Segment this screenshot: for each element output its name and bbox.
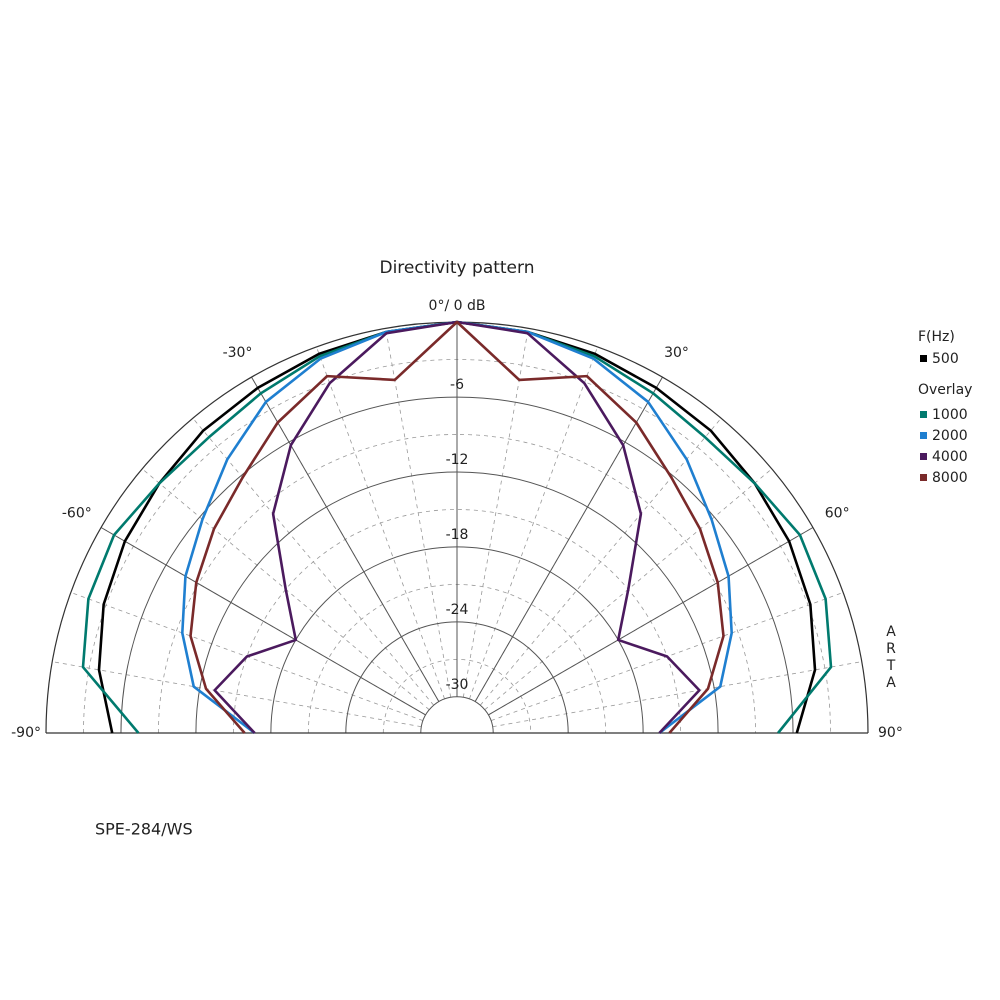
- legend-header: F(Hz): [918, 329, 955, 345]
- grid-spoke: [488, 527, 814, 716]
- grid-spoke-minor: [52, 661, 422, 728]
- legend-label: 1000: [932, 407, 968, 423]
- theta-tick-label: 60°: [825, 506, 850, 522]
- r-tick-label: -6: [450, 377, 464, 393]
- grid-spoke-minor: [462, 328, 529, 698]
- legend-swatch: [920, 432, 927, 439]
- grid-spoke: [474, 376, 663, 702]
- grid-spoke-minor: [385, 328, 452, 698]
- theta-tick-label: -90°: [11, 725, 41, 741]
- grid-spoke: [251, 376, 440, 702]
- grid-ring-minor: [158, 434, 756, 734]
- grid-ring: [420, 696, 494, 734]
- theta-tick-label: -60°: [62, 506, 92, 522]
- legend-swatch: [920, 453, 927, 460]
- legend-label: 8000: [932, 470, 968, 486]
- theta-tick-label: -30°: [223, 345, 253, 361]
- legend-header: Overlay: [918, 382, 972, 398]
- legend-swatch: [920, 355, 927, 362]
- theta-tick-label: 90°: [878, 725, 903, 741]
- r-tick-label: -18: [446, 527, 469, 543]
- r-tick-label: -12: [446, 452, 469, 468]
- grid-spoke-minor: [492, 661, 862, 728]
- r-tick-label: -24: [446, 602, 469, 618]
- watermark: ARTA: [883, 624, 899, 692]
- grid-spoke-minor: [469, 346, 598, 700]
- legend-label: 500: [932, 351, 959, 367]
- subtitle: SPE-284/WS: [95, 820, 193, 839]
- legend-swatch: [920, 411, 927, 418]
- grid-spoke-minor: [316, 346, 445, 700]
- grid-spoke-minor: [192, 417, 435, 706]
- series-line: [189, 320, 725, 734]
- legend-label: 4000: [932, 449, 968, 465]
- grid-ring-minor: [232, 509, 682, 734]
- theta-tick-label: 30°: [664, 345, 689, 361]
- grid-spoke: [100, 527, 426, 716]
- chart-title: Directivity pattern: [379, 258, 534, 278]
- grid-spoke-minor: [479, 417, 722, 706]
- theta-tick-label: 0°/ 0 dB: [429, 298, 486, 314]
- legend-label: 2000: [932, 428, 968, 444]
- r-tick-label: -30: [446, 677, 469, 693]
- legend-swatch: [920, 474, 927, 481]
